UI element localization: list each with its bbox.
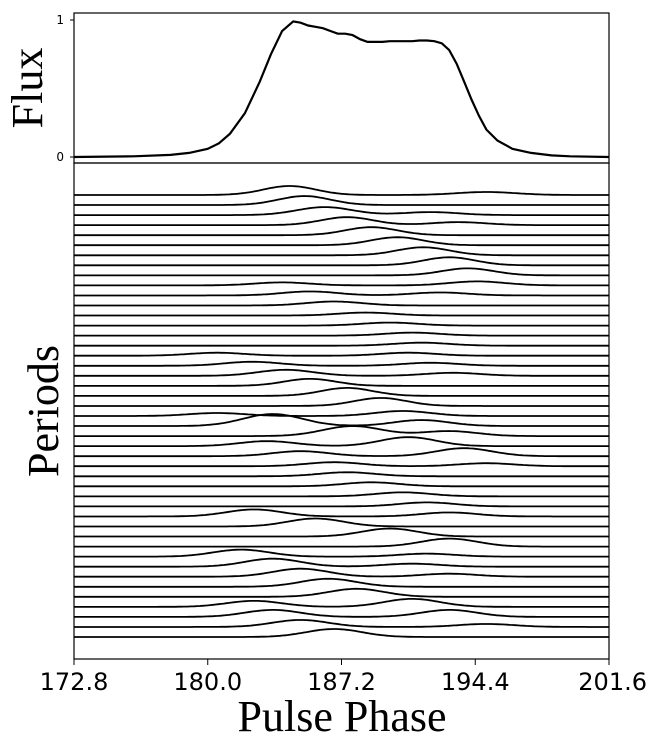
flux-panel: 1 0 Flux: [3, 12, 610, 164]
period-line-33: [74, 508, 609, 518]
period-line-35: [74, 527, 609, 538]
period-line-22: [74, 397, 609, 407]
flux-axis-label: Flux: [3, 48, 52, 129]
period-line-7: [74, 246, 609, 257]
periods-axis-label: Periods: [19, 345, 68, 477]
period-line-10: [74, 280, 609, 287]
period-line-5: [74, 226, 609, 237]
period-line-17: [74, 351, 609, 357]
period-line-6: [74, 236, 609, 247]
flux-panel-frame: [73, 12, 610, 164]
period-line-18: [74, 360, 609, 367]
period-line-28: [74, 461, 609, 468]
period-line-23: [74, 410, 609, 417]
period-line-16: [74, 341, 609, 347]
period-line-9: [74, 267, 609, 277]
flux-ytick-label-0: 0: [56, 150, 64, 164]
phase-ticks: 172.8 180.0 187.2 194.4 201.6: [40, 659, 647, 696]
phase-tick-label-1: 180.0: [173, 668, 242, 696]
period-line-11: [74, 290, 609, 297]
flux-ytick-label-1: 1: [56, 13, 64, 27]
period-line-42: [74, 598, 609, 608]
phase-tick-label-4: 201.6: [578, 668, 647, 696]
flux-curve: [73, 20, 610, 159]
period-line-34: [74, 517, 609, 528]
period-line-20: [74, 378, 609, 387]
period-line-13: [74, 311, 609, 317]
phase-tick-label-2: 187.2: [307, 668, 376, 696]
period-line-3: [74, 206, 609, 216]
period-line-14: [74, 321, 609, 327]
period-line-44: [74, 619, 609, 628]
period-line-1: [74, 185, 609, 196]
period-line-26: [74, 436, 609, 447]
period-lines: [74, 185, 609, 638]
periods-panel: 172.8 180.0 187.2 194.4 201.6 Periods Pulse …: [19, 162, 647, 741]
period-line-8: [74, 256, 609, 267]
period-line-15: [74, 331, 609, 337]
phase-axis-label: Pulse Phase: [238, 692, 447, 741]
period-line-12: [74, 300, 609, 307]
period-line-43: [74, 609, 609, 618]
period-line-36: [74, 537, 609, 548]
period-line-27: [74, 447, 609, 458]
period-line-30: [74, 481, 609, 488]
period-line-24: [74, 413, 609, 427]
period-line-19: [74, 368, 609, 377]
period-line-45: [74, 628, 609, 638]
period-line-25: [74, 425, 609, 437]
period-line-41: [74, 587, 609, 598]
period-line-39: [74, 567, 609, 578]
period-line-21: [74, 387, 609, 397]
period-line-4: [74, 216, 609, 226]
period-line-38: [74, 557, 609, 568]
periods-panel-frame: [73, 162, 610, 660]
phase-tick-label-0: 172.8: [40, 668, 109, 696]
period-line-2: [74, 195, 609, 206]
period-line-31: [74, 491, 609, 498]
period-line-29: [74, 471, 609, 478]
period-line-40: [74, 577, 609, 588]
period-line-37: [74, 548, 609, 558]
period-line-32: [74, 501, 609, 508]
phase-tick-label-3: 194.4: [441, 668, 510, 696]
